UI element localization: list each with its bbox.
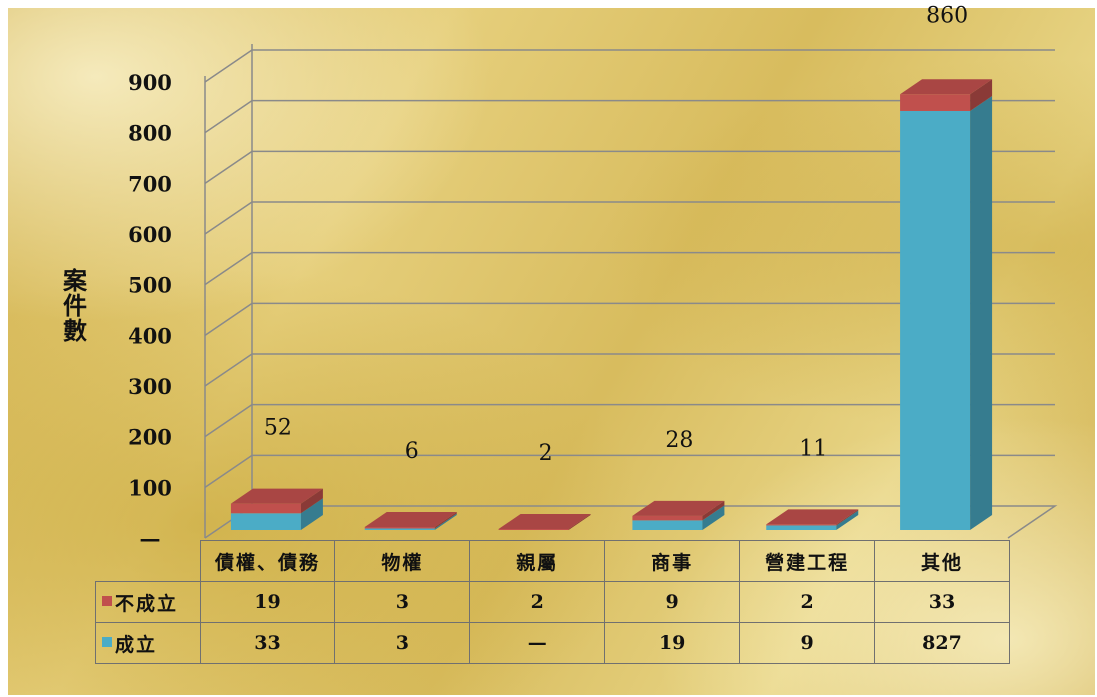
bar-established-front [230, 513, 301, 530]
bar-top [230, 488, 323, 504]
side-gridline [204, 150, 253, 184]
y-tick-label: 300 [128, 374, 172, 399]
bar-failed-side [300, 488, 323, 514]
table-row-established: 成立 33 3 — 19 9 827 [95, 622, 1010, 664]
bar-failed-side [970, 79, 993, 111]
category-label: 商事 [604, 540, 741, 582]
bar-established-side [836, 510, 859, 530]
bar-failed-side [434, 511, 457, 529]
y-tick-label: 900 [128, 70, 172, 95]
bar-failed-front [498, 528, 569, 530]
y-tick-label: 500 [128, 273, 172, 298]
side-gridline [204, 404, 253, 438]
side-gridline [204, 49, 253, 83]
bar-established-front [900, 110, 971, 530]
table-cell: 827 [874, 622, 1010, 664]
table-cell: 9 [739, 622, 876, 664]
table-cell: 3 [334, 622, 471, 664]
y-tick-label: 400 [128, 323, 172, 348]
bar-established-front [632, 520, 703, 530]
y-tick-label: 200 [128, 425, 172, 450]
bar-established-front [766, 525, 837, 530]
total-data-label: 860 [926, 3, 968, 28]
legend-swatch-blue [102, 636, 112, 647]
table-cell: 2 [739, 581, 876, 623]
bar-top [498, 513, 591, 529]
category-label: 其他 [874, 540, 1010, 582]
bar-failed-side [702, 500, 725, 521]
table-cell: — [469, 622, 606, 664]
y-axis-label: 案件數 [63, 266, 87, 345]
category-label: 營建工程 [739, 540, 876, 582]
table-corner [95, 540, 201, 582]
bar-top [632, 500, 725, 516]
side-gridline [204, 454, 253, 488]
total-data-label: 11 [799, 436, 827, 461]
total-data-label: 2 [539, 441, 553, 466]
bar-established-side [300, 498, 323, 530]
bar-failed-side [568, 513, 591, 530]
category-row: 債權、債務 物權 親屬 商事 營建工程 其他 [95, 540, 1010, 582]
category-label: 親屬 [469, 540, 606, 582]
side-gridline [204, 302, 253, 336]
bar-failed-front [632, 515, 703, 521]
series-name: 成立 [115, 633, 158, 656]
y-tick-label: 600 [128, 222, 172, 247]
bar-established-side [970, 95, 993, 530]
y-tick-label: 100 [128, 475, 172, 500]
table-cell: 2 [469, 581, 606, 623]
table-cell: 33 [874, 581, 1010, 623]
category-label: 物權 [334, 540, 471, 582]
bar-top [364, 511, 457, 527]
legend-entry-failed: 不成立 [95, 581, 201, 623]
legend-swatch-red [102, 595, 112, 606]
bar-established-side [434, 513, 457, 530]
bar-failed-front [230, 503, 301, 514]
y-tick-label: 700 [128, 171, 172, 196]
table-cell: 3 [334, 581, 471, 623]
bar-top [900, 79, 993, 95]
bar-failed-side [836, 509, 859, 526]
bar-failed-front [364, 526, 435, 529]
category-label: 債權、債務 [199, 540, 336, 582]
side-gridline [204, 100, 253, 134]
total-data-label: 52 [264, 416, 292, 441]
bar-failed-front [766, 524, 837, 526]
data-table: 債權、債務 物權 親屬 商事 營建工程 其他 不成立 19 3 2 9 2 33… [95, 540, 1010, 664]
bar-failed-front [900, 94, 971, 111]
table-cell: 33 [199, 622, 336, 664]
total-data-label: 6 [405, 439, 419, 464]
table-row-failed: 不成立 19 3 2 9 2 33 [95, 581, 1010, 623]
bar-top [766, 509, 859, 525]
side-gridline [204, 252, 253, 286]
side-gridline [204, 353, 253, 387]
bar-established-front [364, 528, 435, 530]
table-cell: 19 [199, 581, 336, 623]
table-cell: 19 [604, 622, 741, 664]
y-tick-label: 800 [128, 121, 172, 146]
side-gridline [204, 201, 253, 235]
bar-established-side [702, 505, 725, 530]
table-cell: 9 [604, 581, 741, 623]
total-data-label: 28 [665, 428, 693, 453]
legend-entry-established: 成立 [95, 622, 201, 664]
series-name: 不成立 [115, 592, 179, 615]
